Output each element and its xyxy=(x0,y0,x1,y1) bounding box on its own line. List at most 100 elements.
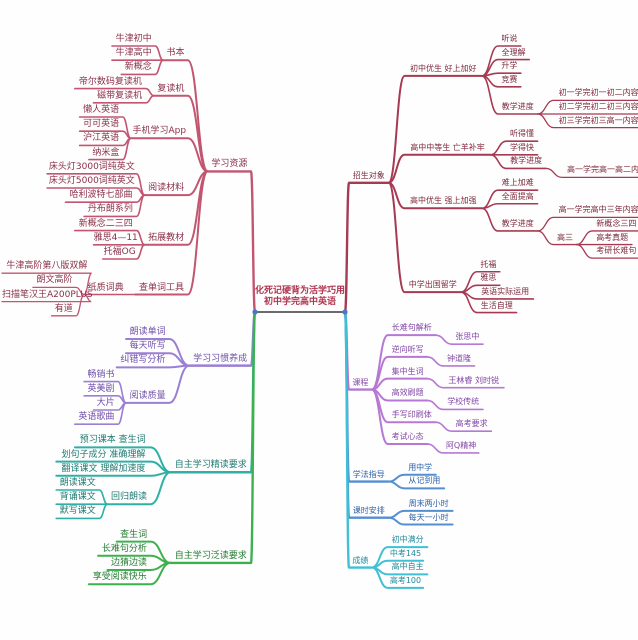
mindmap-node[interactable]: 默写课文 xyxy=(59,506,96,517)
mindmap-node[interactable]: 复读机 xyxy=(157,83,185,94)
mindmap-node[interactable]: 阅读质量 xyxy=(129,390,166,401)
mindmap-node[interactable]: 牛津高中 xyxy=(115,48,152,59)
mindmap-node[interactable]: 畅销书 xyxy=(87,369,115,380)
mindmap-node[interactable]: 朗读课文 xyxy=(59,478,96,488)
mindmap-node[interactable]: 床头灯5000词纯英文 xyxy=(48,176,135,186)
mindmap-node[interactable]: 高三 xyxy=(556,232,573,242)
mindmap-node[interactable]: 中考145 xyxy=(389,548,422,558)
mindmap-node[interactable]: 书本 xyxy=(166,48,185,59)
mindmap-node[interactable]: 手机学习App xyxy=(132,126,187,137)
mindmap-node[interactable]: 高中中等生 亡羊补牢 xyxy=(410,142,485,152)
mindmap-node[interactable]: 享受阅读快乐 xyxy=(92,572,147,583)
mindmap-node[interactable]: 阅读材料 xyxy=(148,183,185,194)
mindmap-node[interactable]: 沪江英语 xyxy=(83,133,120,144)
mindmap-node[interactable]: 预习课本 查生词 xyxy=(79,435,146,446)
mindmap-node[interactable]: 新概念二三四 xyxy=(78,218,133,229)
mindmap-node[interactable]: 初一学完初一初二内容 xyxy=(558,88,638,98)
branch-label[interactable]: 学习资源 xyxy=(211,159,248,170)
mindmap-node[interactable]: 初三学完初三高一内容 xyxy=(558,115,638,125)
mindmap-node[interactable]: 英语实际运用 xyxy=(481,286,530,296)
mindmap-node[interactable]: 扫描笔汉王A200PLUS xyxy=(2,289,93,300)
mindmap-node[interactable]: 边猜边读 xyxy=(110,558,147,568)
mindmap-node[interactable]: 回归朗读 xyxy=(110,492,147,503)
mindmap-node[interactable]: 高效刷题 xyxy=(391,388,424,398)
mindmap-node[interactable]: 升学 xyxy=(501,61,518,71)
mindmap-node[interactable]: 教学进度 xyxy=(510,156,543,166)
mindmap-node[interactable]: 查生词 xyxy=(120,529,148,540)
mindmap-node[interactable]: 初中优生 好上加好 xyxy=(410,63,477,73)
mindmap-node[interactable]: 难上加难 xyxy=(501,178,534,188)
branch-label[interactable]: 招生对象 xyxy=(352,170,385,180)
mindmap-node[interactable]: 划句子成分 准确理解 xyxy=(61,449,146,460)
mindmap-node[interactable]: 雅思4—11 xyxy=(93,232,138,243)
mindmap-node[interactable]: 托福OG xyxy=(103,247,136,257)
mindmap-node[interactable]: 每天听写 xyxy=(129,341,166,352)
mindmap-node[interactable]: 朗文高阶 xyxy=(36,275,73,286)
mindmap-node[interactable]: 磁带复读机 xyxy=(97,90,143,101)
mindmap-node[interactable]: 哈利波特七部曲 xyxy=(69,190,133,201)
mindmap-node[interactable]: 高考要求 xyxy=(455,419,488,429)
mindmap-node[interactable]: 钟道隆 xyxy=(446,353,471,363)
mindmap-node[interactable]: 教学进度 xyxy=(501,102,534,111)
mindmap-node[interactable]: 初二学完初二初三内容 xyxy=(558,102,638,111)
mindmap-node[interactable]: 有道 xyxy=(54,303,73,314)
branch-label[interactable]: 课时安排 xyxy=(352,505,385,515)
mindmap-node[interactable]: 纳米盒 xyxy=(92,147,120,158)
mindmap-node[interactable]: 王林睿 刘时锐 xyxy=(448,375,499,385)
mindmap-node[interactable]: 用中学 xyxy=(408,462,433,472)
mindmap-node[interactable]: 托福 xyxy=(480,259,497,269)
mindmap-node[interactable]: 翻译课文 理解加速度 xyxy=(61,463,146,474)
mindmap-node[interactable]: 拓展教材 xyxy=(148,232,185,243)
central-topic[interactable]: 化死记硬背为活学巧用 初中学完高中英语 xyxy=(250,286,350,308)
mindmap-node[interactable]: 背诵课文 xyxy=(59,492,96,503)
branch-label[interactable]: 自主学习泛读要求 xyxy=(174,550,247,561)
mindmap-node[interactable]: 学校传统 xyxy=(447,397,480,407)
mindmap-node[interactable]: 可可英语 xyxy=(83,119,120,130)
mindmap-node[interactable]: 每天一小时 xyxy=(408,512,449,522)
branch-label[interactable]: 课程 xyxy=(352,377,369,387)
mindmap-node[interactable]: 考研长难句 xyxy=(596,246,637,256)
mindmap-node[interactable]: 集中生词 xyxy=(391,366,424,376)
mindmap-node[interactable]: 丹布朗系列 xyxy=(87,204,133,215)
mindmap-node[interactable]: 牛津高阶第八版双解 xyxy=(6,261,88,272)
mindmap-node[interactable]: 听说 xyxy=(501,34,518,43)
mindmap-node[interactable]: 朗读单词 xyxy=(129,327,166,337)
mindmap-node[interactable]: 雅思 xyxy=(480,273,497,283)
mindmap-node[interactable]: 张思中 xyxy=(455,332,480,342)
mindmap-node[interactable]: 生活自理 xyxy=(480,300,513,310)
mindmap-node[interactable]: 教学进度 xyxy=(501,218,534,228)
mindmap-node[interactable]: 英语歌曲 xyxy=(78,412,115,423)
mindmap-node[interactable]: 纸质词典 xyxy=(87,282,124,293)
mindmap-node[interactable]: 听得懂 xyxy=(509,129,534,139)
mindmap-node[interactable]: 从记到用 xyxy=(408,476,441,486)
mindmap-node[interactable]: 高一学完高中三年内容 xyxy=(558,205,638,215)
mindmap-node[interactable]: 手写印刷体 xyxy=(391,410,432,420)
mindmap-node[interactable]: 全理解 xyxy=(501,47,526,57)
mindmap-node[interactable]: 帝尔数码复读机 xyxy=(78,76,142,87)
mindmap-node[interactable]: 大片 xyxy=(96,398,115,408)
branch-label[interactable]: 学法指导 xyxy=(352,469,385,479)
mindmap-node[interactable]: 床头灯3000词纯英文 xyxy=(48,161,135,172)
mindmap-node[interactable]: 高考真题 xyxy=(596,232,629,242)
mindmap-node[interactable]: 懒人英语 xyxy=(83,105,120,115)
mindmap-node[interactable]: 长难句分析 xyxy=(101,543,147,554)
mindmap-node[interactable]: 英美剧 xyxy=(87,383,115,394)
mindmap-node[interactable]: 查单词工具 xyxy=(139,282,185,293)
mindmap-node[interactable]: 阿Q精神 xyxy=(445,440,477,450)
branch-label[interactable]: 成绩 xyxy=(352,555,369,565)
mindmap-node[interactable]: 新概念 xyxy=(124,62,152,73)
mindmap-node[interactable]: 高考100 xyxy=(389,575,422,585)
mindmap-node[interactable]: 长难句解析 xyxy=(391,323,432,333)
branch-label[interactable]: 学习习惯养成 xyxy=(193,353,248,364)
mindmap-node[interactable]: 纠错写分析 xyxy=(120,355,166,366)
mindmap-node[interactable]: 初中满分 xyxy=(391,535,424,545)
branch-label[interactable]: 自主学习精读要求 xyxy=(174,460,247,471)
mindmap-node[interactable]: 竞赛 xyxy=(501,74,518,84)
mindmap-node[interactable]: 高中自主 xyxy=(391,562,424,572)
mindmap-node[interactable]: 周末两小时 xyxy=(408,498,449,508)
mindmap-node[interactable]: 逆向听写 xyxy=(391,344,424,354)
mindmap-node[interactable]: 中学出国留学 xyxy=(408,280,457,290)
mindmap-node[interactable]: 全面提高 xyxy=(501,191,534,201)
mindmap-node[interactable]: 高中优生 强上加强 xyxy=(410,196,477,206)
mindmap-node[interactable]: 学得快 xyxy=(509,142,534,152)
